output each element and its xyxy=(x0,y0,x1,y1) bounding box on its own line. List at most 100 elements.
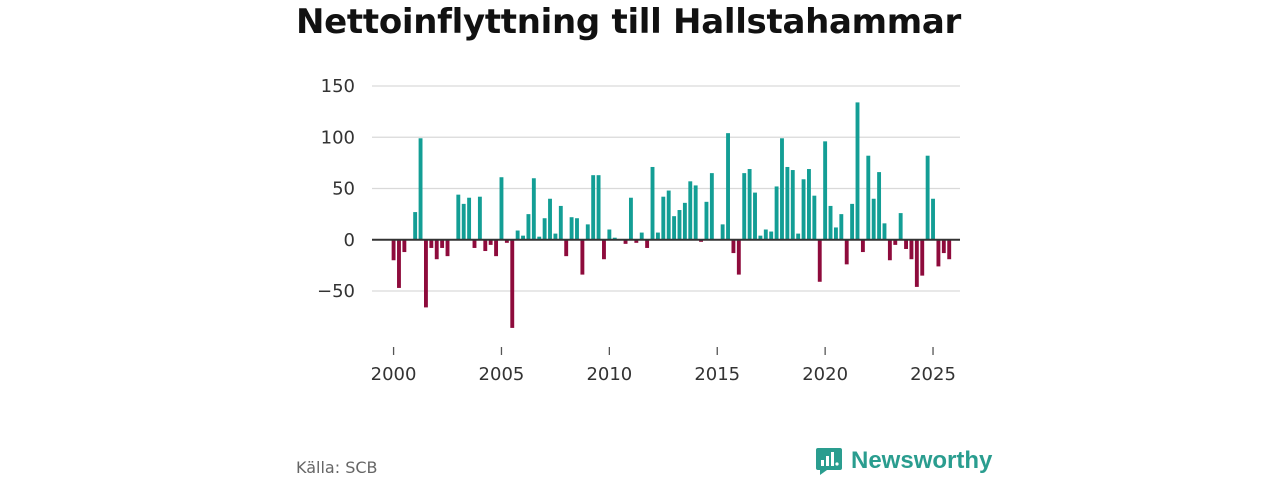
bar xyxy=(833,227,838,240)
bar xyxy=(947,239,952,260)
bar xyxy=(855,102,860,240)
x-tick-label: 2020 xyxy=(802,364,848,385)
bar xyxy=(564,239,569,257)
bar xyxy=(828,205,833,240)
bar xyxy=(494,239,499,257)
bar xyxy=(553,233,558,240)
bar xyxy=(736,239,741,275)
newsworthy-logo-icon xyxy=(816,448,842,475)
bar xyxy=(941,239,946,254)
source-label: Källa: SCB xyxy=(296,458,378,477)
bar xyxy=(639,232,644,240)
bar xyxy=(898,213,903,240)
bar xyxy=(785,166,790,240)
bar xyxy=(914,239,919,287)
bars xyxy=(391,102,952,328)
bar xyxy=(823,141,828,240)
y-tick-label: 150 xyxy=(321,76,355,97)
bar xyxy=(510,239,515,328)
bar xyxy=(548,198,552,240)
bar xyxy=(585,224,590,240)
bar xyxy=(731,239,736,254)
y-tick-label: 50 xyxy=(332,179,355,200)
bar xyxy=(693,185,698,240)
bar xyxy=(434,239,439,260)
bar xyxy=(844,239,849,265)
bar xyxy=(661,196,666,240)
bar xyxy=(753,192,757,240)
bar xyxy=(413,212,418,240)
bar xyxy=(537,236,542,240)
bar xyxy=(515,230,520,240)
bar xyxy=(634,239,639,243)
x-tick-label: 2000 xyxy=(371,364,417,385)
bar xyxy=(591,175,596,240)
x-tick-label: 2025 xyxy=(910,364,956,385)
bar xyxy=(467,197,472,240)
gridlines xyxy=(372,85,960,292)
bar xyxy=(472,239,477,248)
y-axis: 150 100 50 0 −50 xyxy=(317,76,355,302)
bar xyxy=(488,239,493,245)
bar xyxy=(456,194,461,240)
bar xyxy=(558,205,563,240)
bar-chart: 150 100 50 0 −50 2000 2005 2010 2015 2020 2025 xyxy=(317,76,960,385)
bar xyxy=(655,232,660,240)
bar xyxy=(801,179,806,240)
bar xyxy=(812,195,817,240)
x-tick-label: 2005 xyxy=(479,364,525,385)
bar xyxy=(418,138,423,240)
bar xyxy=(877,172,882,240)
bar xyxy=(893,239,898,245)
bar xyxy=(645,239,650,248)
bar xyxy=(860,239,865,253)
bar xyxy=(397,239,401,288)
bar xyxy=(747,169,752,240)
x-tick-label: 2010 xyxy=(586,364,632,385)
bar xyxy=(688,181,693,240)
bar xyxy=(682,202,687,240)
bar xyxy=(628,197,633,240)
bar xyxy=(612,237,617,240)
bar xyxy=(774,186,779,240)
bar xyxy=(904,239,908,249)
bar xyxy=(709,173,714,240)
bar xyxy=(807,169,811,240)
bar xyxy=(424,239,428,308)
bar xyxy=(699,239,704,242)
bar xyxy=(607,229,612,240)
bar xyxy=(769,231,774,240)
bar xyxy=(602,239,606,260)
bar xyxy=(677,210,682,240)
bar xyxy=(720,224,725,240)
bar xyxy=(931,198,935,240)
bar xyxy=(569,217,574,240)
brand[interactable]: Newsworthy xyxy=(815,446,992,476)
bar xyxy=(526,214,531,240)
y-tick-label: −50 xyxy=(317,281,355,302)
bar xyxy=(850,203,855,240)
bar xyxy=(758,235,763,240)
bar xyxy=(790,170,795,240)
bar xyxy=(704,201,709,240)
brand-name: Newsworthy xyxy=(851,447,993,474)
bar xyxy=(936,239,941,267)
bar xyxy=(871,198,876,240)
bar xyxy=(623,239,628,244)
chart-title: Nettoinflyttning till Hallstahammar xyxy=(296,2,962,42)
bar xyxy=(763,229,768,240)
bar xyxy=(672,216,677,240)
bar xyxy=(575,218,579,240)
bar xyxy=(839,214,844,240)
y-tick-label: 100 xyxy=(321,127,355,148)
bar xyxy=(542,218,547,240)
bar xyxy=(580,239,585,275)
bar xyxy=(504,239,509,243)
bar xyxy=(925,155,930,240)
bar xyxy=(666,190,671,240)
bar xyxy=(477,196,482,240)
bar xyxy=(596,175,601,240)
bar xyxy=(499,177,504,240)
bar xyxy=(440,239,445,248)
bar xyxy=(909,239,914,260)
